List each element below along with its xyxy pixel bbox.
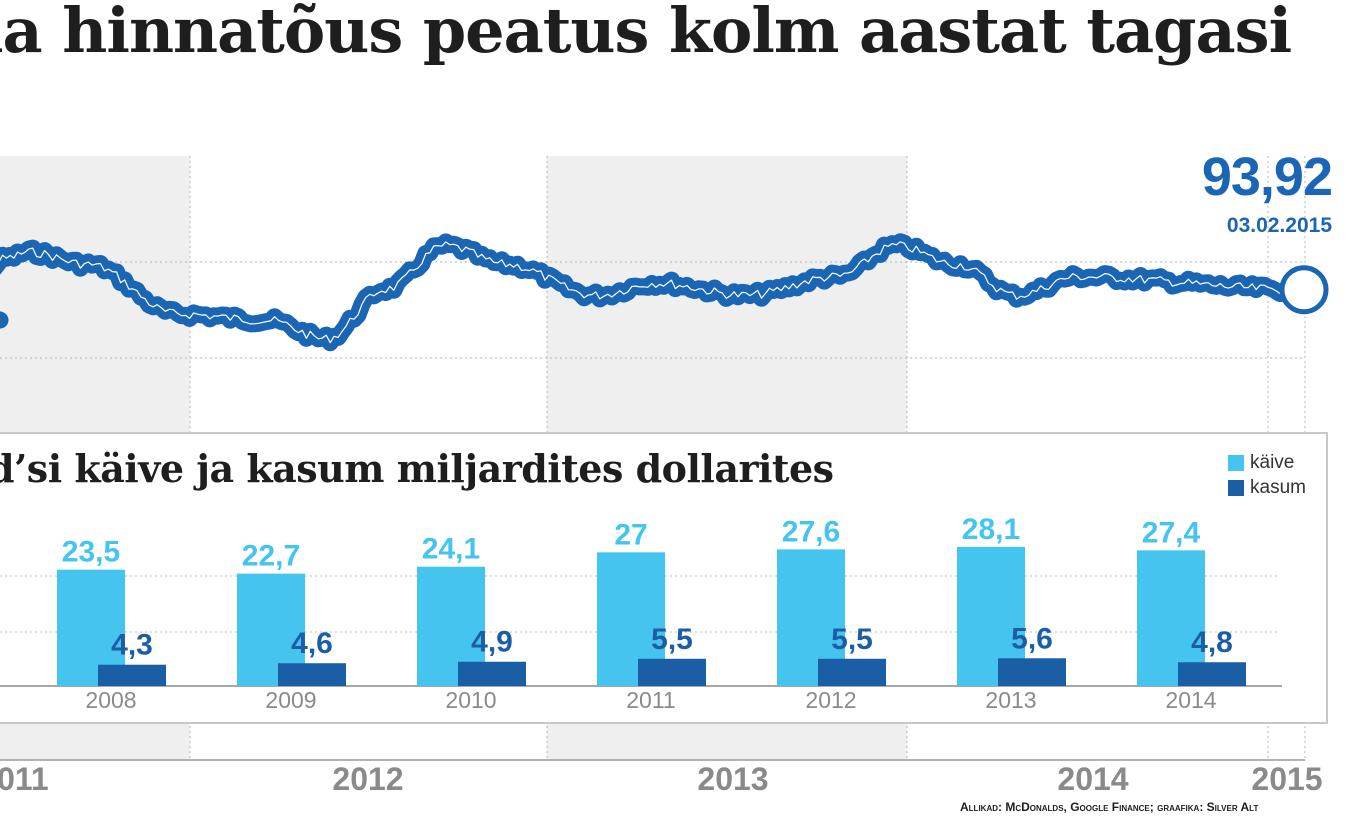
last-price-value: 93,92 — [1201, 147, 1333, 207]
bar-legend: käive kasum — [1228, 450, 1306, 500]
revenue-swatch — [1228, 454, 1244, 471]
last-price-date: 03.02.2015 — [1226, 214, 1332, 237]
legend-revenue-label: käive — [1250, 451, 1295, 473]
source-note: Allikad: McDonalds, Google Finance; graa… — [960, 800, 1259, 814]
legend-item-profit: kasum — [1228, 475, 1306, 500]
last-price-marker — [1279, 265, 1329, 315]
x-tick-label: 2011 — [0, 761, 49, 797]
profit-swatch — [1228, 479, 1244, 496]
x-tick-label: 2014 — [1057, 761, 1128, 797]
bar-chart-title: d’si käive ja kasum miljardites dollarit… — [0, 446, 834, 491]
legend-profit-label: kasum — [1250, 476, 1306, 498]
x-tick-label: 2012 — [332, 761, 403, 797]
chart-title: ia hinnatõus peatus kolm aastat tagasi — [0, 0, 1292, 67]
x-tick-label: 2013 — [697, 761, 768, 797]
price-line-inner — [0, 241, 1300, 344]
x-tick-label: 2015 — [1251, 761, 1322, 797]
legend-item-revenue: käive — [1228, 450, 1306, 475]
